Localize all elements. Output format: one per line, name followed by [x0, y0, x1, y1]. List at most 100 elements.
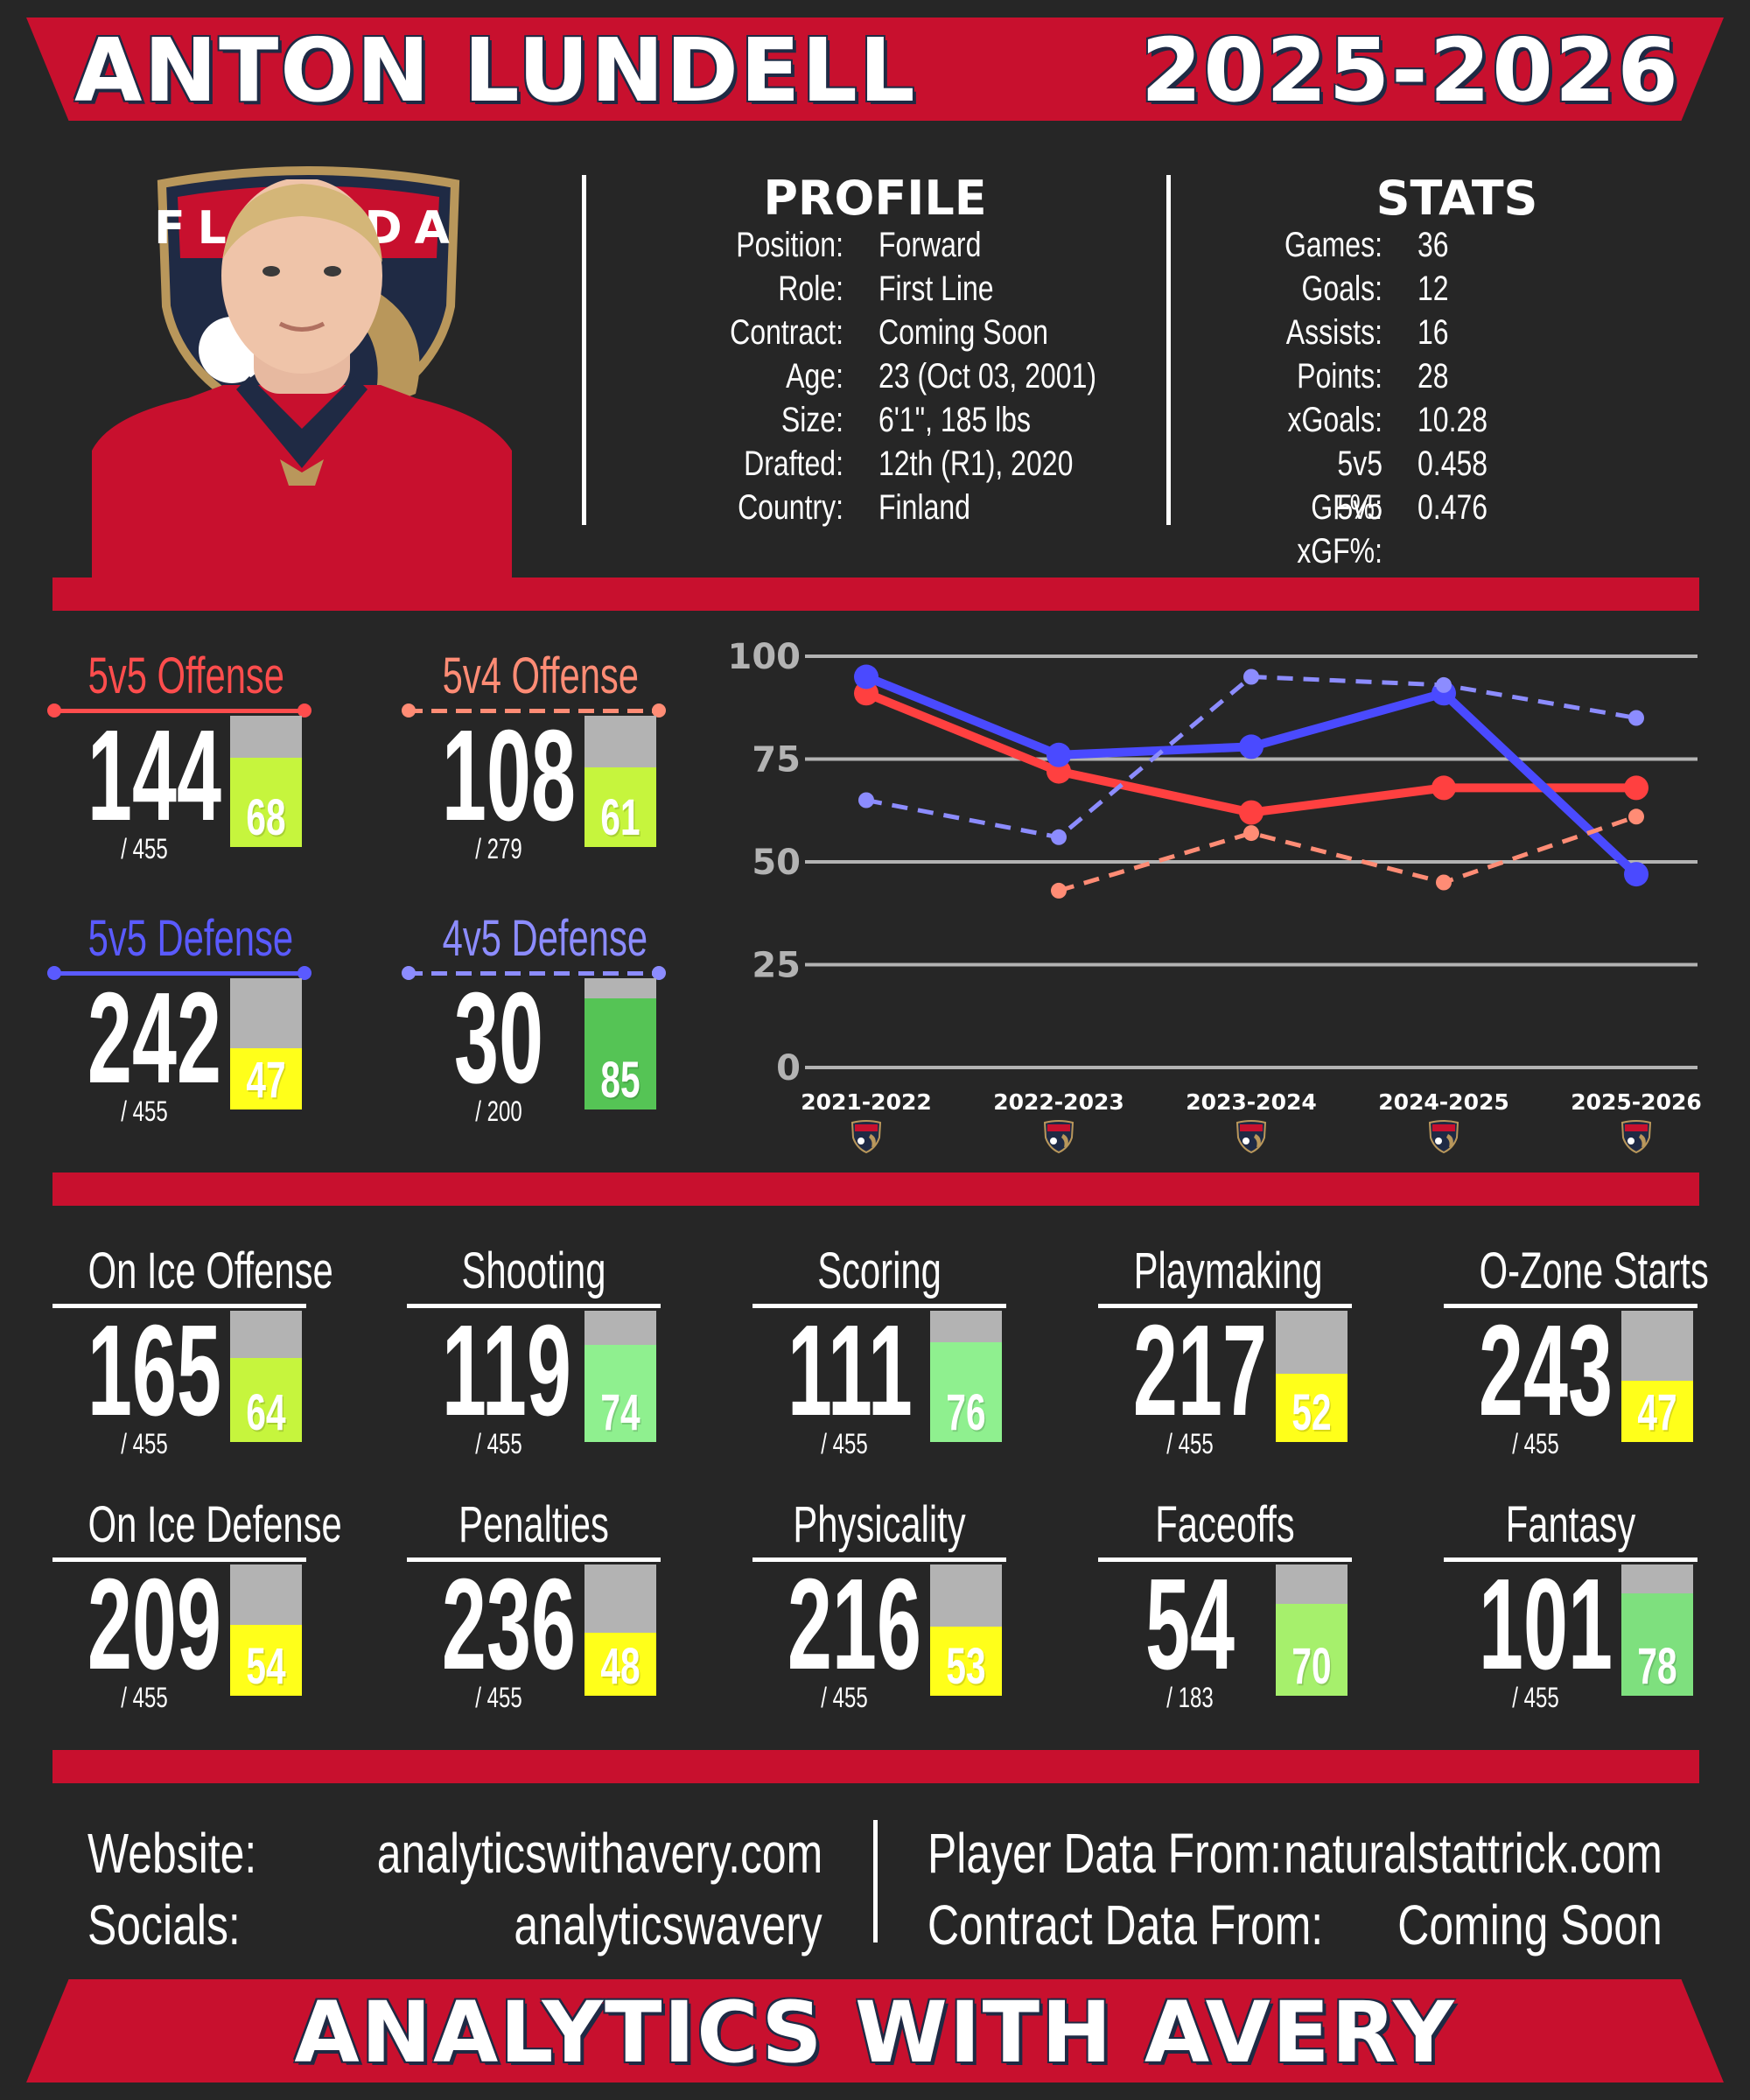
card-label: 4v5 Defense — [442, 910, 648, 967]
metric-card: Scoring 111/ 455 76 — [752, 1242, 1006, 1460]
card-underline — [1444, 1558, 1698, 1562]
socials-label: Socials: — [88, 1894, 241, 1956]
percentile-value: 76 — [946, 1384, 986, 1441]
stats-table: Games: 36 Goals: 12 Assists: 16 Points: 28 xGoal… — [1260, 223, 1540, 570]
percentile-fill — [584, 1633, 656, 1696]
series-point — [1243, 825, 1259, 842]
info-row: Games: 36 — [1260, 223, 1540, 267]
card-underline — [752, 1304, 1006, 1308]
y-tick-label: 25 — [752, 946, 801, 986]
team-logo-icon — [850, 1120, 882, 1154]
percentile-fill — [1621, 1380, 1693, 1442]
metric-card: On Ice Defense 209/ 455 54 — [52, 1496, 342, 1713]
percentile-value: 47 — [246, 1052, 286, 1109]
card-total: / 455 — [821, 1682, 868, 1713]
percentile-value: 68 — [246, 789, 286, 846]
card-label: Playmaking — [1133, 1242, 1323, 1299]
percentile-bar: 61 — [584, 716, 656, 847]
percentile-fill — [230, 758, 302, 847]
metric-card: 5v4 Offense 108/ 279 61 — [402, 648, 666, 864]
percentile-bar: 64 — [230, 1311, 302, 1442]
website-label: Website: — [88, 1822, 257, 1885]
card-total: / 455 — [121, 833, 168, 864]
metric-card: Penalties 236/ 455 48 — [407, 1496, 661, 1713]
season-label: 2025-2026 — [1140, 19, 1680, 122]
percentile-bar: 74 — [584, 1311, 656, 1442]
card-underline — [1098, 1304, 1352, 1308]
card-rank: 165 — [87, 1298, 222, 1443]
card-total: / 455 — [475, 1428, 522, 1460]
percentile-value: 61 — [600, 789, 640, 846]
metric-card: 4v5 Defense 30/ 200 85 — [402, 910, 666, 1127]
info-row: xGoals: 10.28 — [1260, 398, 1540, 442]
card-label: Physicality — [793, 1496, 966, 1553]
percentile-value: 78 — [1637, 1638, 1677, 1695]
card-total: / 455 — [121, 1682, 168, 1713]
card-underline — [1444, 1304, 1698, 1308]
info-row: Assists: 16 — [1260, 311, 1540, 354]
x-tick-label: 2024-2025 — [1378, 1089, 1509, 1115]
info-value: Coming Soon — [878, 313, 1048, 352]
card-total: / 455 — [475, 1682, 522, 1713]
percentile-fill — [1621, 1593, 1693, 1696]
percentile-bar: 47 — [1621, 1311, 1693, 1442]
info-row: Position: Forward — [682, 223, 1082, 267]
card-rank: 54 — [1144, 1552, 1236, 1697]
series-point — [1624, 862, 1648, 887]
socials-link[interactable]: analyticswavery — [514, 1894, 822, 1956]
info-key: 5v5 xGF%: — [1297, 488, 1382, 570]
card-rank: 111 — [787, 1298, 913, 1443]
percentile-bar: 53 — [930, 1564, 1002, 1696]
series-point — [1051, 882, 1067, 899]
info-row: 5v5 GF%: 0.458 — [1260, 442, 1540, 527]
card-underline — [407, 971, 661, 976]
card-total: / 279 — [475, 833, 522, 864]
percentile-value: 48 — [600, 1638, 640, 1695]
team-logo-icon — [1620, 1120, 1652, 1154]
card-underline — [407, 1304, 661, 1308]
card-label: 5v5 Offense — [88, 648, 285, 704]
card-rank: 101 — [1478, 1552, 1614, 1697]
team-logo-icon — [1043, 1120, 1074, 1154]
stats-heading: STATS — [1376, 171, 1538, 226]
info-key: Position: — [736, 226, 844, 264]
percentile-bar: 85 — [584, 978, 656, 1110]
card-label: Scoring — [817, 1242, 942, 1299]
metric-card: 5v5 Offense 144/ 455 68 — [47, 648, 312, 864]
series-line — [1058, 814, 1637, 893]
percentile-fill — [230, 1358, 302, 1442]
percentile-value: 74 — [600, 1384, 640, 1441]
card-rank: 209 — [87, 1552, 222, 1697]
card-underline — [407, 1558, 661, 1562]
percentile-fill — [230, 1047, 302, 1110]
y-tick-label: 50 — [752, 843, 801, 883]
metric-card: Physicality 216/ 455 53 — [752, 1496, 1006, 1713]
series-point — [858, 792, 874, 808]
card-rank: 108 — [441, 704, 577, 848]
card-total: / 200 — [475, 1096, 522, 1127]
website-link[interactable]: analyticswithavery.com — [376, 1822, 822, 1885]
player-data-link[interactable]: naturalstattrick.com — [1284, 1822, 1662, 1885]
metric-card: Playmaking 217/ 455 52 — [1098, 1242, 1352, 1460]
team-logo-icon — [1428, 1120, 1460, 1154]
series-point — [1051, 829, 1067, 845]
info-value: 12th (R1), 2020 — [878, 444, 1074, 483]
percentile-fill — [230, 1625, 302, 1696]
profile-divider-right — [1166, 175, 1171, 525]
brand-name: ANALYTICS WITH AVERY — [294, 1984, 1456, 2082]
metric-card: Fantasy 101/ 455 78 — [1444, 1496, 1698, 1713]
info-value: 36 — [1418, 226, 1449, 264]
card-rank: 30 — [453, 966, 544, 1110]
info-key: Age: — [786, 357, 844, 396]
card-total: / 455 — [1166, 1428, 1214, 1460]
x-tick-label: 2023-2024 — [1186, 1089, 1317, 1115]
card-label: On Ice Offense — [88, 1242, 333, 1299]
card-underline — [52, 971, 306, 976]
percentile-bar: 47 — [230, 978, 302, 1110]
card-total: / 455 — [1512, 1428, 1559, 1460]
card-label: On Ice Defense — [88, 1496, 342, 1553]
series-point — [1436, 874, 1452, 891]
info-row: 5v5 xGF%: 0.476 — [1260, 486, 1540, 570]
percentile-value: 47 — [1637, 1384, 1677, 1441]
metric-card: Faceoffs 54/ 183 70 — [1098, 1496, 1352, 1713]
